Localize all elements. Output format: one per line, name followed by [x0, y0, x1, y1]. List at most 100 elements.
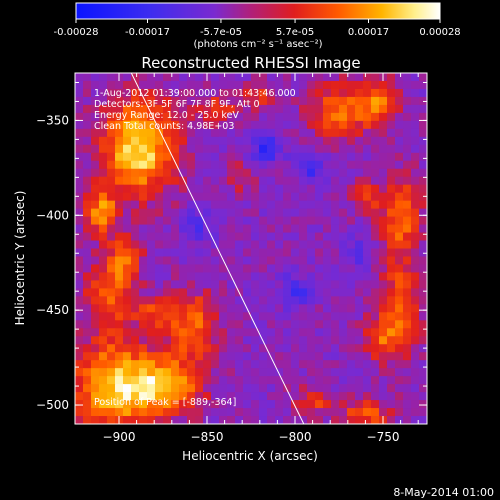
heatmap-cell: [203, 216, 212, 226]
heatmap-cell: [115, 144, 124, 154]
heatmap-cell: [219, 208, 228, 218]
heatmap-cell: [363, 200, 372, 210]
heatmap-cell: [283, 184, 292, 194]
heatmap-cell: [243, 336, 252, 345]
heatmap-cell: [275, 96, 284, 106]
heatmap-cell: [219, 240, 228, 250]
heatmap-cell: [179, 296, 188, 305]
heatmap-cell: [235, 416, 244, 424]
heatmap-image: [75, 73, 427, 424]
heatmap-cell: [219, 168, 228, 178]
heatmap-cell: [411, 160, 420, 170]
heatmap-cell: [259, 176, 268, 186]
heatmap-cell: [123, 256, 132, 266]
heatmap-cell: [139, 216, 148, 226]
heatmap-cell: [267, 104, 276, 114]
heatmap-cell: [259, 360, 268, 369]
heatmap-cell: [347, 104, 356, 114]
heatmap-cell: [363, 216, 372, 226]
heatmap-cell: [195, 136, 204, 146]
heatmap-cell: [267, 160, 276, 170]
heatmap-cell: [299, 272, 308, 282]
heatmap-cell: [243, 264, 252, 274]
heatmap-cell: [75, 360, 84, 369]
heatmap-cell: [91, 112, 100, 122]
heatmap-cell: [363, 368, 372, 377]
heatmap-cell: [227, 232, 236, 242]
heatmap-cell: [243, 176, 252, 186]
heatmap-cell: [339, 304, 348, 313]
heatmap-cell: [179, 176, 188, 186]
heatmap-cell: [179, 136, 188, 146]
heatmap-cell: [171, 128, 180, 138]
heatmap-cell: [395, 136, 404, 146]
heatmap-cell: [155, 416, 164, 424]
heatmap-cell: [363, 360, 372, 369]
heatmap-cell: [339, 73, 348, 82]
heatmap-cell: [123, 416, 132, 424]
heatmap-cell: [387, 128, 396, 138]
heatmap-cell: [91, 272, 100, 282]
heatmap-cell: [259, 264, 268, 274]
heatmap-cell: [75, 280, 84, 289]
heatmap-cell: [219, 120, 228, 130]
heatmap-cell: [323, 216, 332, 226]
colorbar-tick-label: -5.7e-05: [200, 27, 242, 38]
heatmap-cell: [171, 408, 180, 417]
heatmap-cell: [179, 368, 188, 377]
heatmap-cell: [387, 272, 396, 282]
heatmap-cell: [187, 384, 196, 393]
heatmap-cell: [315, 304, 324, 313]
heatmap-cell: [75, 73, 84, 82]
heatmap-cell: [363, 400, 372, 409]
heatmap-cell: [251, 73, 260, 82]
heatmap-cell: [107, 208, 116, 218]
heatmap-cell: [123, 304, 132, 313]
heatmap-cell: [387, 80, 396, 90]
heatmap-cell: [75, 288, 84, 297]
heatmap-cell: [131, 280, 140, 289]
heatmap-cell: [99, 120, 108, 130]
heatmap-cell: [339, 368, 348, 377]
heatmap-cell: [179, 88, 188, 98]
heatmap-cell: [339, 224, 348, 234]
heatmap-cell: [379, 208, 388, 218]
heatmap-cell: [419, 320, 427, 329]
heatmap-cell: [347, 192, 356, 202]
heatmap-cell: [131, 200, 140, 210]
heatmap-cell: [195, 328, 204, 337]
heatmap-cell: [91, 192, 100, 202]
heatmap-cell: [355, 216, 364, 226]
heatmap-cell: [283, 296, 292, 305]
heatmap-cell: [187, 192, 196, 202]
heatmap-cell: [243, 320, 252, 329]
heatmap-cell: [155, 168, 164, 178]
heatmap-cell: [379, 80, 388, 90]
heatmap-cell: [379, 352, 388, 361]
heatmap-cell: [339, 392, 348, 401]
heatmap-cell: [339, 88, 348, 98]
heatmap-cell: [355, 200, 364, 210]
heatmap-cell: [315, 208, 324, 218]
heatmap-cell: [275, 304, 284, 313]
heatmap-cell: [235, 168, 244, 178]
heatmap-cell: [171, 160, 180, 170]
heatmap-cell: [419, 216, 427, 226]
heatmap-cell: [147, 232, 156, 242]
heatmap-cell: [315, 88, 324, 98]
heatmap-cell: [307, 344, 316, 353]
heatmap-cell: [267, 184, 276, 194]
heatmap-cell: [171, 368, 180, 377]
heatmap-cell: [107, 144, 116, 154]
heatmap-cell: [307, 96, 316, 106]
heatmap-cell: [139, 304, 148, 313]
heatmap-cell: [99, 416, 108, 424]
heatmap-cell: [331, 216, 340, 226]
heatmap-cell: [283, 160, 292, 170]
heatmap-cell: [387, 320, 396, 329]
heatmap-cell: [395, 232, 404, 242]
heatmap-cell: [219, 288, 228, 297]
heatmap-cell: [243, 144, 252, 154]
heatmap-cell: [187, 128, 196, 138]
heatmap-cell: [235, 368, 244, 377]
